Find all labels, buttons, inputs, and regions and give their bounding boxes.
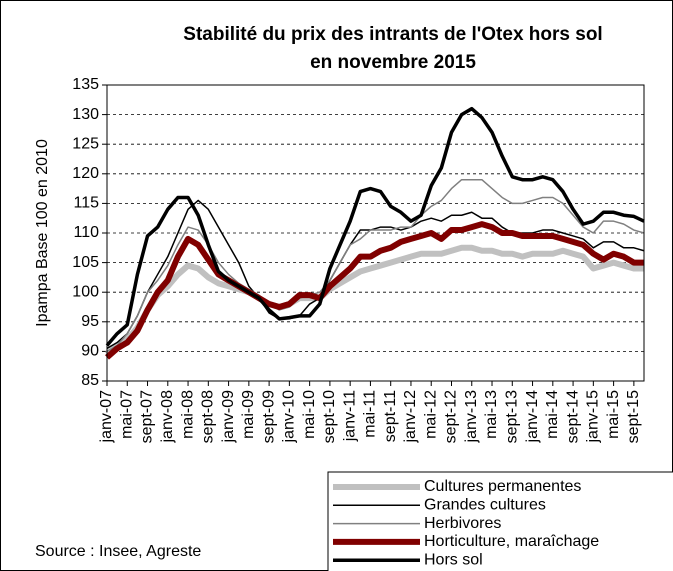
- x-tick-label: mai-09: [240, 390, 257, 439]
- y-tick-label: 125: [72, 135, 99, 152]
- y-tick-label: 115: [73, 195, 99, 212]
- series-line: [105, 106, 645, 347]
- x-tick-label: mai-13: [483, 390, 500, 439]
- plot-border: [106, 84, 645, 382]
- x-tick-label: janv-15: [585, 390, 602, 444]
- x-tick-label: janv-11: [341, 390, 358, 442]
- series-line: [106, 178, 645, 353]
- chart-title: en novembre 2015: [310, 52, 476, 73]
- x-tick-label: sept-09: [260, 390, 277, 443]
- x-tick-label: mai-11: [362, 390, 379, 438]
- x-tick-label: janv-14: [524, 390, 541, 444]
- x-tick-label: janv-07: [98, 390, 115, 444]
- chart-title: Stabilité du prix des intrants de l'Otex…: [183, 24, 602, 45]
- x-tick-label: mai-10: [301, 390, 318, 439]
- legend-label: Hors sol: [424, 551, 483, 568]
- y-tick-label: 110: [73, 224, 99, 241]
- y-axis-label: Ipampa Base 100 en 2010: [34, 139, 51, 327]
- y-tick-label: 105: [72, 254, 99, 271]
- y-tick-label: 90: [81, 343, 99, 360]
- y-tick-label: 135: [72, 76, 99, 93]
- y-tick-label: 100: [72, 283, 99, 300]
- x-tick-label: sept-10: [321, 390, 338, 443]
- y-tick-label: 120: [72, 165, 99, 182]
- y-tick-label: 85: [81, 372, 99, 389]
- x-tick-label: mai-12: [422, 390, 439, 439]
- x-tick-label: janv-09: [220, 390, 237, 444]
- x-tick-label: mai-07: [118, 390, 135, 439]
- series-line: [105, 244, 644, 357]
- legend-label: Horticulture, maraîchage: [424, 533, 599, 550]
- x-tick-label: sept-11: [382, 390, 399, 442]
- x-tick-label: sept-15: [625, 390, 642, 443]
- legend-label: Cultures permanentes: [424, 478, 581, 495]
- series-line: [106, 199, 645, 350]
- x-tick-label: sept-13: [504, 390, 521, 443]
- x-tick-label: sept-14: [564, 390, 581, 443]
- y-tick-label: 130: [72, 106, 99, 123]
- legend-label: Herbivores: [424, 515, 501, 532]
- series-line: [105, 221, 644, 360]
- x-tick-label: mai-15: [605, 390, 622, 439]
- x-tick-label: janv-12: [402, 390, 419, 444]
- legend-label: Grandes cultures: [424, 497, 546, 514]
- x-tick-label: sept-12: [443, 390, 460, 443]
- x-tick-label: sept-08: [200, 390, 217, 443]
- legend: Cultures permanentes Grandes culturesHerb…: [327, 471, 673, 571]
- x-tick-label: janv-13: [463, 390, 480, 444]
- x-tick-label: janv-10: [281, 390, 298, 444]
- x-tick-label: mai-14: [544, 390, 561, 439]
- source-note: Source : Insee, Agreste: [35, 543, 201, 560]
- x-tick-label: mai-08: [179, 390, 196, 439]
- x-tick-label: sept-07: [139, 390, 156, 443]
- y-tick-label: 95: [81, 313, 99, 330]
- x-tick-label: janv-08: [159, 390, 176, 444]
